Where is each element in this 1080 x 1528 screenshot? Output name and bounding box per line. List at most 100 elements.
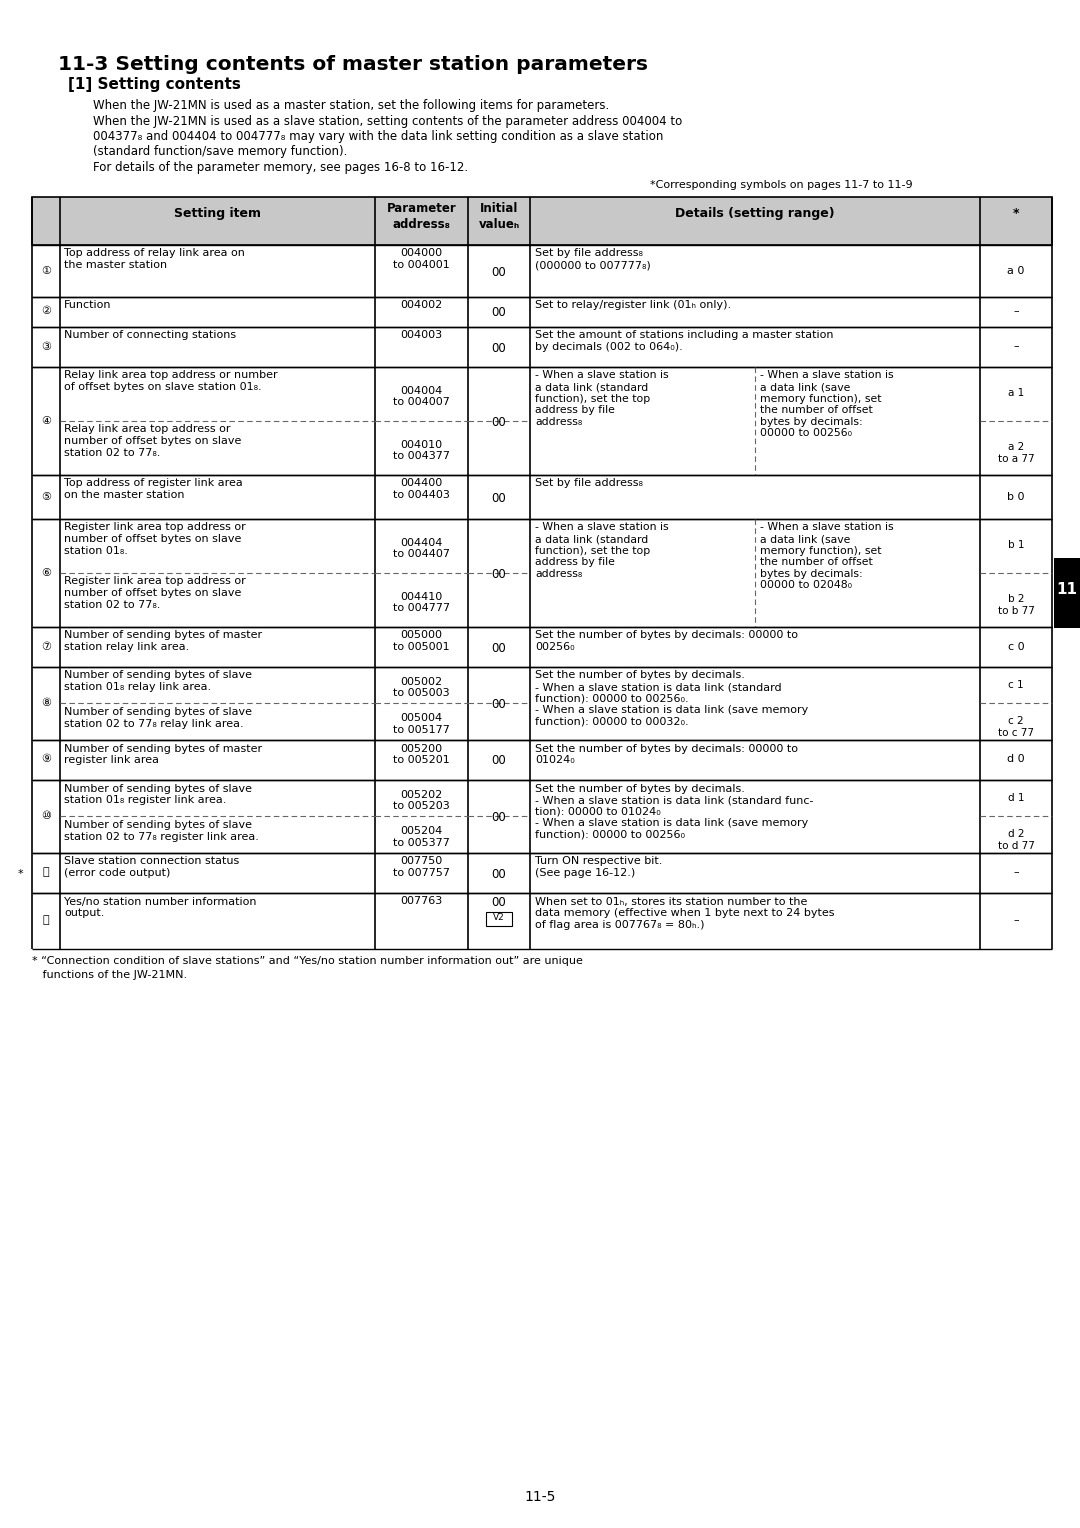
- Text: functions of the JW-21MN.: functions of the JW-21MN.: [32, 970, 187, 981]
- Text: For details of the parameter memory, see pages 16-8 to 16-12.: For details of the parameter memory, see…: [93, 160, 468, 174]
- Text: Setting item: Setting item: [174, 208, 261, 220]
- Text: b 2
to b 77: b 2 to b 77: [998, 594, 1035, 616]
- Text: 004377₈ and 004404 to 004777₈ may vary with the data link setting condition as a: 004377₈ and 004404 to 004777₈ may vary w…: [93, 130, 663, 144]
- Text: c 1: c 1: [1009, 680, 1024, 689]
- Text: ⑩: ⑩: [41, 811, 51, 821]
- Text: ①: ①: [41, 266, 51, 275]
- Text: ③: ③: [41, 341, 51, 351]
- Text: ④: ④: [41, 416, 51, 425]
- Text: a 1: a 1: [1008, 388, 1024, 399]
- Text: ⑥: ⑥: [41, 567, 51, 578]
- Text: (standard function/save memory function).: (standard function/save memory function)…: [93, 145, 348, 159]
- Text: Yes/no station number information
output.: Yes/no station number information output…: [64, 897, 257, 918]
- Text: Set the number of bytes by decimals.
- When a slave station is data link (standa: Set the number of bytes by decimals. - W…: [535, 671, 808, 727]
- Text: 00: 00: [491, 868, 507, 880]
- Text: Set the amount of stations including a master station
by decimals (002 to 064₀).: Set the amount of stations including a m…: [535, 330, 834, 351]
- Text: Number of sending bytes of master
station relay link area.: Number of sending bytes of master statio…: [64, 631, 262, 652]
- Text: * “Connection condition of slave stations” and “Yes/no station number informatio: * “Connection condition of slave station…: [32, 957, 583, 967]
- Text: 00: 00: [491, 266, 507, 278]
- Text: Number of sending bytes of slave
station 02 to 77₈ register link area.: Number of sending bytes of slave station…: [64, 821, 259, 842]
- Text: 00: 00: [491, 492, 507, 504]
- Text: 00: 00: [491, 567, 507, 581]
- Text: Relay link area top address or
number of offset bytes on slave
station 02 to 77₈: Relay link area top address or number of…: [64, 425, 241, 458]
- Text: c 2
to c 77: c 2 to c 77: [998, 717, 1034, 738]
- Text: c 0: c 0: [1008, 642, 1024, 651]
- Text: When the JW-21MN is used as a master station, set the following items for parame: When the JW-21MN is used as a master sta…: [93, 99, 609, 112]
- Text: 00: 00: [491, 755, 507, 767]
- Text: Number of sending bytes of slave
station 01₈ relay link area.: Number of sending bytes of slave station…: [64, 671, 252, 692]
- Text: Function: Function: [64, 301, 111, 310]
- Text: 005002
to 005003: 005002 to 005003: [393, 677, 449, 698]
- Text: 004003: 004003: [401, 330, 443, 341]
- Text: 00: 00: [491, 416, 507, 428]
- Text: 004400
to 004403: 004400 to 004403: [393, 478, 450, 500]
- Text: Relay link area top address or number
of offset bytes on slave station 01₈.: Relay link area top address or number of…: [64, 370, 278, 393]
- Text: When set to 01ₕ, stores its station number to the
data memory (effective when 1 : When set to 01ₕ, stores its station numb…: [535, 897, 835, 929]
- Text: Number of sending bytes of slave
station 01₈ register link area.: Number of sending bytes of slave station…: [64, 784, 252, 805]
- Text: address₈: address₈: [392, 217, 450, 231]
- Text: ⑫: ⑫: [43, 915, 50, 926]
- Text: b 1: b 1: [1008, 541, 1024, 550]
- Text: –: –: [1013, 341, 1018, 351]
- Text: - When a slave station is
a data link (standard
function), set the top
address b: - When a slave station is a data link (s…: [535, 523, 669, 579]
- Text: When the JW-21MN is used as a slave station, setting contents of the parameter a: When the JW-21MN is used as a slave stat…: [93, 115, 683, 127]
- Text: ⑨: ⑨: [41, 755, 51, 764]
- Text: - When a slave station is
a data link (save
memory function), set
the number of : - When a slave station is a data link (s…: [760, 370, 893, 439]
- Text: - When a slave station is
a data link (save
memory function), set
the number of : - When a slave station is a data link (s…: [760, 523, 893, 590]
- Text: ⑤: ⑤: [41, 492, 51, 501]
- Text: Set to relay/register link (01ₕ only).: Set to relay/register link (01ₕ only).: [535, 301, 731, 310]
- Text: 005202
to 005203: 005202 to 005203: [393, 790, 450, 811]
- Text: 004410
to 004777: 004410 to 004777: [393, 591, 450, 613]
- Text: Set the number of bytes by decimals: 00000 to
01024₀: Set the number of bytes by decimals: 000…: [535, 744, 798, 766]
- Text: 11-5: 11-5: [524, 1490, 556, 1504]
- Text: 00: 00: [491, 307, 507, 319]
- Text: ②: ②: [41, 307, 51, 316]
- Text: 007750
to 007757: 007750 to 007757: [393, 857, 450, 879]
- Text: Set the number of bytes by decimals: 00000 to
00256₀: Set the number of bytes by decimals: 000…: [535, 631, 798, 652]
- Text: 005200
to 005201: 005200 to 005201: [393, 744, 450, 766]
- Text: valueₕ: valueₕ: [478, 217, 519, 231]
- Text: Details (setting range): Details (setting range): [675, 208, 835, 220]
- Text: V2: V2: [494, 912, 504, 921]
- Text: - When a slave station is
a data link (standard
function), set the top
address b: - When a slave station is a data link (s…: [535, 370, 669, 426]
- Text: 00: 00: [491, 341, 507, 354]
- Text: Top address of register link area
on the master station: Top address of register link area on the…: [64, 478, 243, 500]
- Text: –: –: [1013, 868, 1018, 877]
- Text: Register link area top address or
number of offset bytes on slave
station 01₈.: Register link area top address or number…: [64, 523, 246, 556]
- Text: 007763: 007763: [401, 897, 443, 906]
- Text: d 0: d 0: [1008, 755, 1025, 764]
- Text: 005204
to 005377: 005204 to 005377: [393, 827, 450, 848]
- Text: –: –: [1013, 307, 1018, 316]
- Text: ⑪: ⑪: [43, 868, 50, 877]
- Bar: [486, 912, 512, 926]
- Text: ⑧: ⑧: [41, 698, 51, 707]
- Text: Set by file address₈: Set by file address₈: [535, 478, 643, 489]
- Text: Initial: Initial: [480, 203, 518, 215]
- Text: Register link area top address or
number of offset bytes on slave
station 02 to : Register link area top address or number…: [64, 576, 246, 610]
- Text: Set the number of bytes by decimals.
- When a slave station is data link (standa: Set the number of bytes by decimals. - W…: [535, 784, 813, 840]
- Text: 004004
to 004007: 004004 to 004007: [393, 385, 450, 406]
- Text: d 1: d 1: [1008, 793, 1024, 802]
- Text: b 0: b 0: [1008, 492, 1025, 501]
- Bar: [1054, 558, 1080, 628]
- Text: 00: 00: [491, 897, 507, 909]
- Text: 004000
to 004001: 004000 to 004001: [393, 249, 450, 270]
- Text: Number of sending bytes of slave
station 02 to 77₈ relay link area.: Number of sending bytes of slave station…: [64, 707, 252, 729]
- Text: Number of sending bytes of master
register link area: Number of sending bytes of master regist…: [64, 744, 262, 766]
- Text: 00: 00: [491, 698, 507, 711]
- Text: Number of connecting stations: Number of connecting stations: [64, 330, 237, 341]
- Text: 004002: 004002: [401, 301, 443, 310]
- Text: *: *: [1013, 208, 1020, 220]
- Text: [1] Setting contents: [1] Setting contents: [68, 76, 241, 92]
- Text: –: –: [1013, 915, 1018, 926]
- Text: Parameter: Parameter: [387, 203, 457, 215]
- Text: d 2
to d 77: d 2 to d 77: [998, 830, 1035, 851]
- Text: 00: 00: [491, 811, 507, 824]
- Text: *: *: [17, 868, 23, 879]
- Bar: [32, 197, 1052, 244]
- Text: 004010
to 004377: 004010 to 004377: [393, 440, 450, 461]
- Text: Set by file address₈
(000000 to 007777₈): Set by file address₈ (000000 to 007777₈): [535, 249, 651, 270]
- Text: 005000
to 005001: 005000 to 005001: [393, 631, 449, 652]
- Text: Slave station connection status
(error code output): Slave station connection status (error c…: [64, 857, 240, 879]
- Text: 11-3 Setting contents of master station parameters: 11-3 Setting contents of master station …: [58, 55, 648, 73]
